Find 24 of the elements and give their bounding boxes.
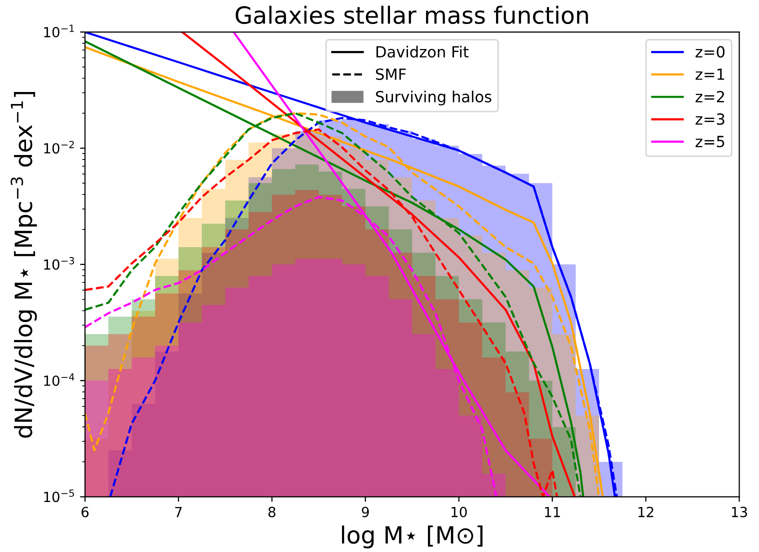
legend-label: z=0 xyxy=(696,46,724,58)
y-tick-label: 10$^{−5}$ xyxy=(44,490,74,502)
annotation: Davidzon Fit xyxy=(376,46,469,58)
x-tick-label: 9 xyxy=(362,506,369,518)
x-axis-title: log M⋆ [M⊙] xyxy=(342,526,482,548)
x-tick-label: 8 xyxy=(268,506,276,518)
annotation: Surviving halos xyxy=(376,90,492,106)
x-tick-label: 13 xyxy=(732,506,747,518)
legend-label: z=2 xyxy=(696,90,724,102)
legend-label: z=3 xyxy=(696,113,724,125)
x-tick-label: 6 xyxy=(82,506,89,518)
x-tick-label: 7 xyxy=(175,506,182,518)
legend-label: z=5 xyxy=(696,136,724,148)
x-tick-label: 12 xyxy=(638,506,654,518)
y-tick-label: 10$^{−4}$ xyxy=(44,373,74,386)
x-tick-label: 10 xyxy=(452,506,467,518)
y-axis-title: dN/dV/dlog M⋆ [Mpc$^{−3}$ dex$^{−1}$] xyxy=(10,92,37,438)
y-tick-label: 10$^{−2}$ xyxy=(44,140,74,154)
chart-title: Galaxies stellar mass function xyxy=(236,6,588,24)
y-tick-label: 10$^{−3}$ xyxy=(44,257,74,270)
x-tick-label: 11 xyxy=(545,506,560,518)
annotation: SMF xyxy=(376,68,406,80)
legend-label: z=1 xyxy=(696,68,724,80)
y-tick-label: 10$^{−1}$ xyxy=(44,24,74,38)
